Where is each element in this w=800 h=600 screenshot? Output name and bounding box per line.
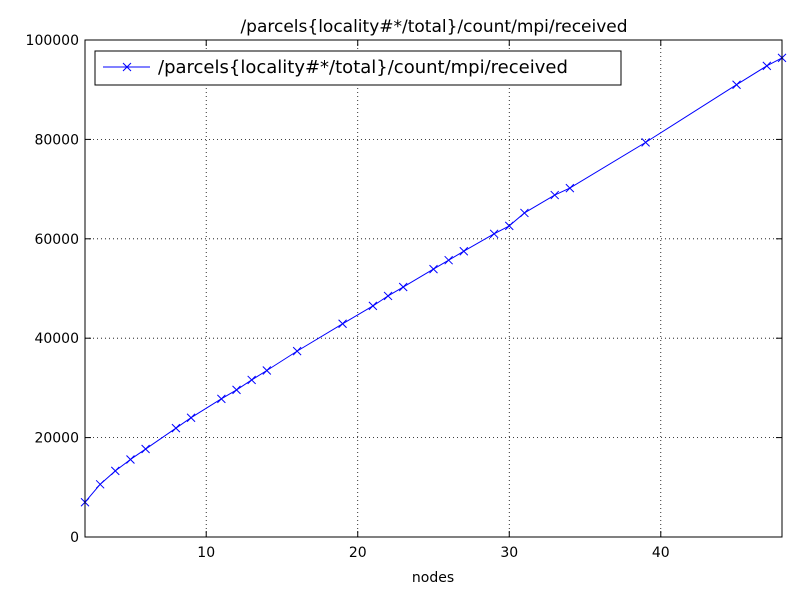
data-point-marker [398, 282, 408, 292]
data-point-marker [459, 246, 469, 256]
y-tick-label: 100000 [26, 33, 79, 49]
data-point-marker [217, 394, 226, 404]
legend-box [94, 50, 622, 86]
series-line [84, 57, 783, 503]
data-point-marker [520, 208, 529, 218]
data-point-marker [641, 138, 650, 147]
legend: /parcels{locality#*/total}/count/mpi/rec… [94, 50, 622, 86]
data-point-marker [141, 444, 150, 454]
ticks: 10 20 30 40 0 20000 40000 60000 80000 100000 [26, 33, 782, 561]
data-point-marker [762, 61, 772, 71]
data-point-marker [444, 255, 454, 265]
y-tick-label: 80000 [34, 132, 79, 148]
data-point-marker [565, 183, 575, 193]
x-tick-label: 20 [349, 545, 367, 561]
data-point-marker [338, 319, 347, 329]
x-tick-label: 40 [652, 545, 670, 561]
series-layer [80, 53, 787, 507]
y-tick-label: 0 [70, 530, 79, 546]
plot-frame [84, 39, 783, 538]
x-tick-label: 30 [500, 545, 518, 561]
y-tick-label: 60000 [34, 232, 79, 248]
data-point-marker [95, 479, 105, 489]
data-point-marker [504, 221, 514, 231]
legend-marker-sample [122, 62, 132, 72]
grid [85, 40, 782, 537]
data-point-marker [126, 455, 135, 464]
data-point-marker [186, 413, 196, 423]
data-point-marker [171, 423, 181, 433]
x-axis-label: nodes [412, 570, 454, 586]
data-point-marker [383, 291, 393, 301]
data-point-marker [429, 264, 438, 274]
data-point-marker [292, 346, 302, 356]
data-point-marker [110, 466, 120, 476]
y-tick-label: 20000 [34, 431, 79, 447]
data-point-marker [732, 80, 741, 90]
data-point-marker [262, 366, 272, 375]
data-point-marker [550, 190, 560, 200]
x-tick-label: 10 [197, 545, 215, 561]
data-point-marker [247, 375, 257, 385]
legend-label: /parcels{locality#*/total}/count/mpi/rec… [158, 57, 568, 78]
data-point-marker [489, 229, 499, 239]
data-point-marker [232, 385, 241, 395]
y-tick-label: 40000 [34, 331, 79, 347]
data-point-marker [368, 301, 378, 311]
chart-title: /parcels{locality#*/total}/count/mpi/rec… [240, 17, 627, 37]
